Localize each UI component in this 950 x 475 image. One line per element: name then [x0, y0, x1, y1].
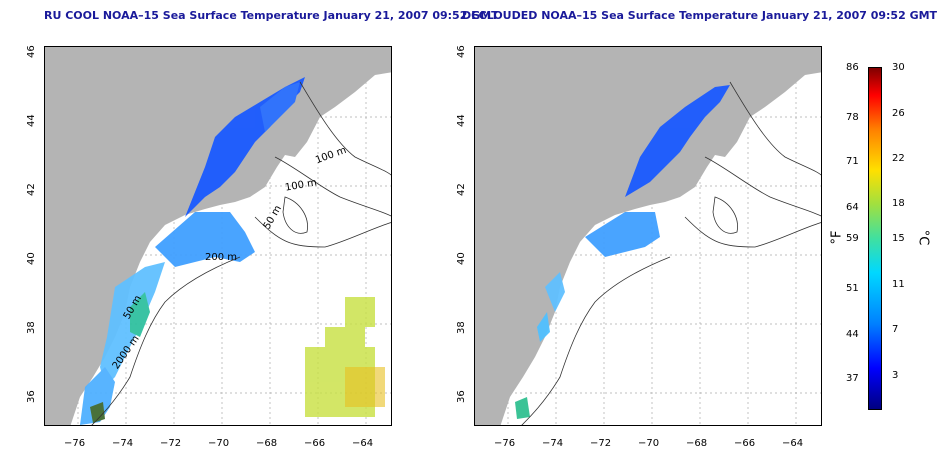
x-tick: −76: [494, 438, 516, 449]
y-tick: 40: [26, 252, 37, 265]
celsius-tick: 7: [892, 324, 899, 335]
celsius-tick: 15: [892, 233, 905, 244]
celsius-tick: 22: [892, 153, 905, 164]
fahrenheit-tick: 86: [846, 62, 859, 73]
right-panel-title: DECLOUDED NOAA–15 Sea Surface Temperatur…: [462, 9, 938, 22]
celsius-tick: 3: [892, 370, 899, 381]
y-tick: 40: [456, 252, 467, 265]
temperature-colorbar: [868, 67, 882, 410]
x-tick: −74: [112, 438, 134, 449]
right-sst-map: [474, 46, 822, 426]
fahrenheit-tick: 37: [846, 373, 859, 384]
x-tick: −68: [686, 438, 708, 449]
fahrenheit-tick: 78: [846, 112, 859, 123]
y-tick: 46: [456, 45, 467, 58]
fahrenheit-tick: 71: [846, 156, 859, 167]
x-tick: −66: [304, 438, 326, 449]
x-tick: −76: [64, 438, 86, 449]
fahrenheit-tick: 59: [846, 233, 859, 244]
land-mass: [475, 47, 821, 425]
celsius-tick: 11: [892, 279, 905, 290]
right-map-graphic: [475, 47, 821, 425]
celsius-tick: 26: [892, 108, 905, 119]
x-tick: −66: [734, 438, 756, 449]
y-tick: 44: [26, 114, 37, 127]
y-tick: 38: [456, 321, 467, 334]
x-tick: −72: [590, 438, 612, 449]
celsius-tick: 18: [892, 198, 905, 209]
land-mass: [45, 47, 391, 425]
celsius-unit: °C: [915, 229, 931, 246]
y-tick: 44: [456, 114, 467, 127]
x-tick: −64: [782, 438, 804, 449]
fahrenheit-tick: 44: [846, 329, 859, 340]
y-tick: 38: [26, 321, 37, 334]
x-tick: −72: [160, 438, 182, 449]
fahrenheit-tick: 51: [846, 283, 859, 294]
y-tick: 36: [456, 390, 467, 403]
left-map-graphic: [45, 47, 391, 425]
fahrenheit-tick: 64: [846, 202, 859, 213]
y-tick: 36: [26, 390, 37, 403]
left-panel-title: RU COOL NOAA–15 Sea Surface Temperature …: [44, 9, 499, 22]
y-tick: 46: [26, 45, 37, 58]
contour-label: 200 m: [205, 252, 238, 263]
left-sst-map: 100 m 100 m 50 m 200 m 50 m 2000 m: [44, 46, 392, 426]
x-tick: −68: [256, 438, 278, 449]
x-tick: −64: [352, 438, 374, 449]
x-tick: −70: [638, 438, 660, 449]
x-tick: −74: [542, 438, 564, 449]
y-tick: 42: [26, 183, 37, 196]
x-tick: −70: [208, 438, 230, 449]
fahrenheit-unit: °F: [829, 230, 845, 245]
y-tick: 42: [456, 183, 467, 196]
celsius-tick: 30: [892, 62, 905, 73]
